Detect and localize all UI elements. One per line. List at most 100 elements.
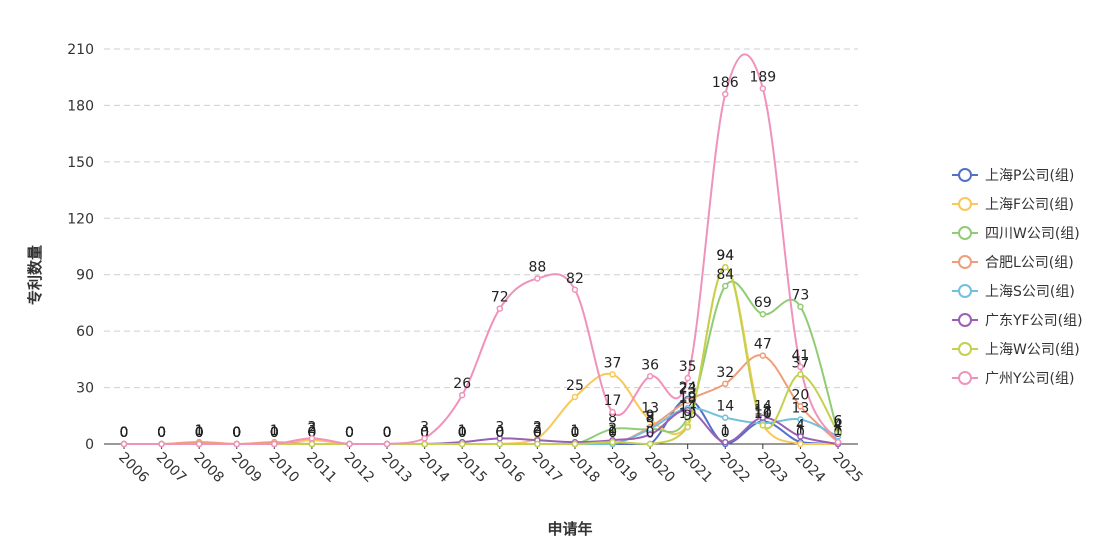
legend-swatch-marker [958,226,972,240]
data-point [646,373,654,380]
data-label: 0 [120,425,129,441]
x-tick-label: 2024 [792,450,829,487]
data-point [797,363,804,371]
data-point [458,391,466,399]
data-label: 0 [307,425,316,441]
data-label: 10 [679,406,697,422]
data-label: 1 [796,423,805,439]
x-axis-title: 申请年 [547,520,592,538]
data-labels: 0000000000000002401210001002000003253713… [120,70,843,448]
legend-label: 上海P公司(组) [985,168,1074,184]
legend-swatch-marker [958,371,972,385]
data-label: 0 [195,425,204,441]
data-label: 0 [120,425,129,441]
data-label: 20 [792,387,810,403]
data-label: 0 [420,425,429,441]
data-label: 0 [570,425,579,441]
data-label: 9 [683,408,692,424]
legend: 上海P公司(组) 上海F公司(组) 四川W公司(组) 合肥L公司(组) 上海S公司(组)… [952,168,1083,387]
data-point [684,423,691,431]
data-label: 0 [495,425,504,441]
data-label: 0 [721,425,730,441]
data-point [308,435,316,442]
data-label: 0 [345,425,354,441]
x-tick-label: 2019 [604,450,641,487]
data-label: 0 [533,425,542,441]
x-tick-label: 2016 [491,450,528,487]
data-label: 0 [796,425,805,441]
data-label: 1 [608,423,617,439]
data-point [722,380,729,388]
data-label: 11 [754,404,772,420]
data-point [571,286,579,294]
data-label: 8 [608,410,617,426]
data-label: 1 [721,423,730,439]
data-label: 5 [646,416,655,432]
data-label: 3 [495,419,504,435]
data-label: 0 [195,425,204,441]
data-label: 26 [453,376,471,392]
data-point [120,440,128,448]
data-label: 0 [383,425,392,441]
data-label: 0 [383,425,392,441]
data-label: 0 [345,425,354,441]
data-label: 94 [716,248,734,264]
y-tick-label: 30 [76,381,94,397]
data-label: 41 [792,348,810,364]
data-label: 0 [232,425,241,441]
data-label: 0 [646,425,655,441]
y-tick-label: 90 [76,268,94,284]
data-label: 0 [420,425,429,441]
x-tick-label: 2008 [190,450,227,487]
data-label: 0 [383,425,392,441]
x-tick-label: 2011 [303,450,340,487]
data-label: 84 [716,267,734,283]
data-label: 0 [157,425,166,441]
data-point [797,416,804,423]
data-label: 0 [270,425,279,441]
data-label: 0 [495,425,504,441]
x-tick-label: 2014 [416,450,453,487]
data-point [797,303,804,310]
data-point [759,352,767,359]
legend-label: 上海S公司(组) [985,284,1075,300]
data-label: 0 [232,425,241,441]
data-label: 0 [157,425,166,441]
data-label: 10 [754,406,772,422]
data-label: 73 [792,288,810,304]
x-tick-label: 2017 [529,450,566,487]
data-label: 47 [754,337,772,353]
data-point [271,440,278,448]
data-label: 0 [420,425,429,441]
data-label: 189 [749,70,776,86]
data-label: 13 [641,401,659,417]
data-label: 1 [270,423,279,439]
data-label: 0 [120,425,129,441]
data-point [571,393,579,401]
data-label: 9 [646,408,655,424]
data-label: 4 [834,417,843,433]
data-label: 6 [834,414,843,430]
data-label: 17 [604,393,622,409]
data-point [609,371,616,378]
series-line [124,409,839,445]
data-point [684,414,691,421]
data-label: 0 [495,425,504,441]
data-label: 0 [345,425,354,441]
data-label: 35 [679,359,697,375]
data-point [421,435,428,442]
data-label: 0 [345,425,354,441]
data-label: 94 [716,248,734,264]
data-point [233,440,240,448]
data-label: 37 [604,355,622,371]
data-label: 2 [307,421,316,437]
data-label: 0 [270,425,279,441]
data-label: 0 [420,425,429,441]
data-label: 0 [570,425,579,441]
data-label: 0 [157,425,166,441]
data-label: 0 [120,425,129,441]
grid-lines [104,48,858,389]
data-label: 14 [754,399,772,415]
